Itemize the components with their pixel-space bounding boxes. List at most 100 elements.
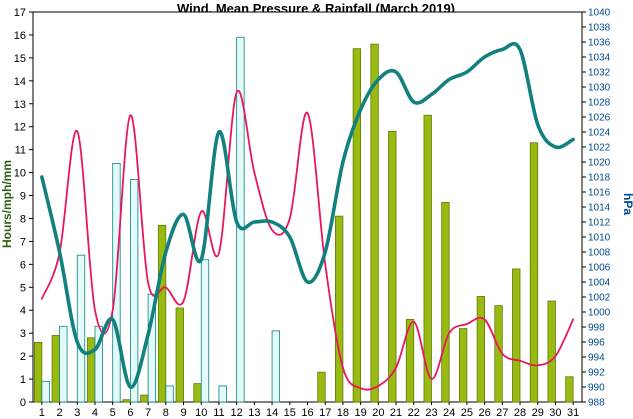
y-tick-label: 4 bbox=[20, 305, 26, 317]
calm-bar bbox=[157, 224, 167, 403]
y-right-tick-label: 1020 bbox=[588, 158, 611, 169]
calm-bar bbox=[458, 328, 468, 403]
y-right-tick-label: 1030 bbox=[588, 83, 611, 94]
y-right-tick-label: 994 bbox=[588, 353, 605, 364]
y-right-tick-label: 1038 bbox=[588, 23, 611, 34]
y-right-tick-label: 1024 bbox=[588, 128, 611, 139]
y-right-tick-label: 992 bbox=[588, 368, 605, 379]
x-tick-label: 12 bbox=[231, 407, 243, 419]
x-tick-label: 13 bbox=[248, 407, 260, 419]
x-tick-label: 29 bbox=[532, 407, 544, 419]
y-right-tick-label: 998 bbox=[588, 323, 605, 334]
y-tick-label: 9 bbox=[20, 191, 26, 203]
x-tick-label: 6 bbox=[127, 407, 133, 419]
calm-bar bbox=[565, 376, 574, 403]
y-axis-right-label: hPa bbox=[621, 193, 633, 215]
y-right-tick-label: 1008 bbox=[588, 248, 611, 259]
y-tick-label: 0 bbox=[20, 397, 26, 409]
bar-marks bbox=[33, 36, 574, 403]
calm-bar bbox=[441, 202, 450, 403]
y-right-tick-label: 1012 bbox=[588, 218, 611, 229]
y-right-tick-label: 1002 bbox=[588, 293, 611, 304]
y-tick-label: 6 bbox=[20, 259, 26, 271]
x-tick-label: 22 bbox=[408, 407, 420, 419]
rainfall-bar bbox=[41, 380, 50, 403]
y-right-tick-label: 1010 bbox=[588, 233, 611, 244]
rainfall-bar bbox=[130, 179, 139, 403]
x-tick-label: 4 bbox=[92, 407, 98, 419]
calm-bar bbox=[335, 215, 344, 403]
x-tick-label: 17 bbox=[319, 407, 331, 419]
y-right-tick-label: 1032 bbox=[588, 68, 611, 79]
y-right-tick-label: 1034 bbox=[588, 53, 611, 64]
calm-bar bbox=[388, 130, 397, 403]
calm-bar bbox=[51, 335, 60, 403]
y-right-tick-label: 1014 bbox=[588, 203, 611, 214]
y-right-tick-label: 1018 bbox=[588, 173, 611, 184]
x-tick-label: 25 bbox=[461, 407, 473, 419]
y-right-tick-label: 1000 bbox=[588, 308, 611, 319]
calm-bar bbox=[87, 337, 96, 403]
y-right-tick-label: 988 bbox=[588, 398, 605, 409]
calm-bar bbox=[547, 300, 556, 403]
calm-bar bbox=[476, 296, 485, 403]
calm-bar bbox=[140, 394, 149, 403]
x-tick-label: 27 bbox=[496, 407, 508, 419]
rainfall-bar bbox=[271, 330, 280, 403]
calm-bar bbox=[122, 399, 131, 403]
y-right-tick-label: 990 bbox=[588, 383, 605, 394]
y-axis-label: Hours/mph/mm bbox=[0, 160, 14, 248]
calm-bar bbox=[193, 383, 202, 403]
x-tick-label: 16 bbox=[301, 407, 313, 419]
rainfall-bar bbox=[59, 325, 68, 403]
x-tick-label: 11 bbox=[213, 407, 224, 419]
x-tick-label: 9 bbox=[180, 407, 186, 419]
wind-speed-line bbox=[40, 89, 575, 391]
y-right-tick-label: 1006 bbox=[588, 263, 611, 274]
y-right-tick-label: 1028 bbox=[588, 98, 611, 109]
y-right-tick-label: 1004 bbox=[588, 278, 611, 289]
y-tick-label: 15 bbox=[14, 53, 26, 65]
rainfall-bar bbox=[76, 254, 86, 403]
x-tick-label: 5 bbox=[110, 407, 116, 419]
y-tick-label: 3 bbox=[20, 328, 26, 340]
y-right-tick-label: 1040 bbox=[588, 8, 611, 19]
x-tick-label: 28 bbox=[514, 407, 526, 419]
y-tick-label: 16 bbox=[14, 30, 26, 42]
x-tick-label: 1 bbox=[39, 407, 45, 419]
y-tick-label: 8 bbox=[20, 213, 26, 225]
line-marks bbox=[40, 41, 575, 391]
y-tick-label: 10 bbox=[14, 168, 26, 180]
calm-bar bbox=[529, 142, 539, 403]
y-tick-label: 17 bbox=[14, 7, 26, 19]
x-tick-label: 15 bbox=[284, 407, 296, 419]
x-tick-label: 24 bbox=[443, 407, 455, 419]
x-tick-label: 2 bbox=[57, 407, 63, 419]
rainfall-bar bbox=[218, 385, 227, 403]
calm-bar bbox=[370, 43, 379, 403]
x-tick-label: 10 bbox=[195, 407, 207, 419]
x-tick-label: 30 bbox=[549, 407, 561, 419]
y-tick-label: 1 bbox=[20, 374, 26, 386]
rainfall-bar bbox=[165, 385, 174, 403]
x-tick-label: 8 bbox=[163, 407, 169, 419]
calm-bar bbox=[317, 371, 326, 403]
y-right-tick-label: 1022 bbox=[588, 143, 611, 154]
y-tick-label: 14 bbox=[14, 76, 26, 88]
y-right-tick-label: 996 bbox=[588, 338, 605, 349]
x-tick-label: 7 bbox=[145, 407, 151, 419]
calm-bar bbox=[512, 268, 521, 403]
calm-bar bbox=[405, 319, 415, 403]
x-tick-label: 31 bbox=[567, 407, 579, 419]
y-tick-label: 11 bbox=[15, 145, 26, 157]
y-right-tick-label: 1036 bbox=[588, 38, 611, 49]
x-tick-label: 26 bbox=[478, 407, 490, 419]
pressure-line bbox=[40, 41, 575, 389]
x-tick-label: 18 bbox=[337, 407, 349, 419]
rainfall-bar bbox=[200, 259, 210, 403]
y-tick-label: 5 bbox=[20, 282, 26, 294]
axes: 0123456789101112131415161798899099299499… bbox=[14, 7, 611, 419]
calm-bar bbox=[352, 48, 362, 403]
calm-bar bbox=[33, 341, 43, 403]
